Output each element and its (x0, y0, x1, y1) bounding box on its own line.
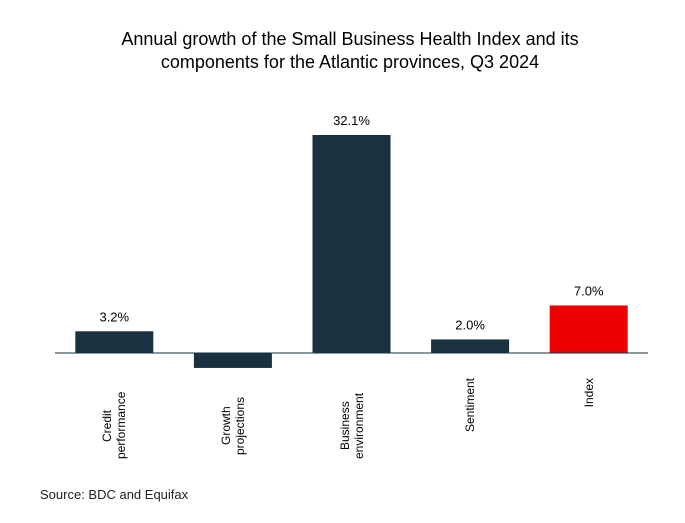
value-label: 32.1% (333, 113, 370, 128)
x-tick-label: Growth projections (218, 396, 247, 455)
bar (75, 331, 154, 353)
value-label: 7.0% (574, 283, 604, 298)
value-label: 3.2% (99, 309, 129, 324)
bar (549, 305, 628, 353)
bar (431, 339, 510, 353)
x-tick-label: Business environment (337, 392, 366, 459)
bar (312, 135, 391, 353)
source-note: Source: BDC and Equifax (40, 487, 189, 502)
x-tick-label: Sentiment (463, 378, 478, 433)
value-label: 2.0% (455, 317, 485, 332)
x-tick-label: Credit performance (100, 391, 129, 460)
chart-title: Annual growth of the Small Business Heal… (121, 29, 579, 72)
x-tick-label: Index (581, 378, 596, 408)
bar (193, 353, 272, 368)
